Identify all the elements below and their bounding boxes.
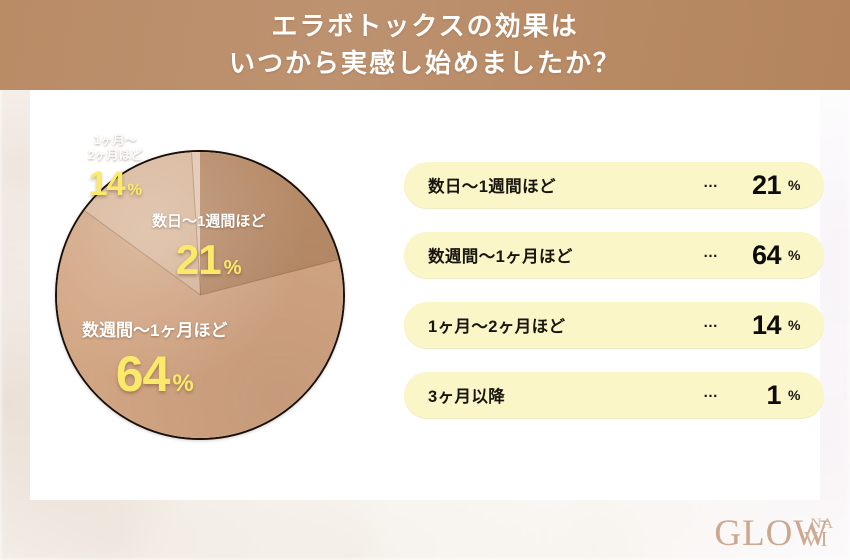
legend-separator: …: [703, 174, 719, 191]
legend-separator: …: [703, 314, 719, 331]
pie-label-caption: 数日〜1週間ほど: [152, 213, 266, 230]
pie-label-unit: %: [127, 181, 143, 199]
legend-unit: %: [788, 387, 801, 403]
legend-label: 数日〜1週間ほど: [428, 178, 556, 196]
pie-label-unit: %: [172, 370, 194, 398]
pie-label-several-weeks-to-1-month: 数週間〜1ヶ月ほど 64%: [82, 320, 227, 406]
header-title-line-2: いつから実感し始めましたか？: [228, 47, 621, 78]
logo-wordmark: GLOW: [714, 513, 830, 554]
legend-separator: …: [703, 384, 719, 401]
legend-label: 3ヶ月以降: [428, 388, 506, 406]
pie-label-value: 64%: [115, 346, 194, 403]
legend-unit: %: [788, 177, 801, 193]
pie-label-several-days-to-1-week: 数日〜1週間ほど 21%: [152, 213, 265, 286]
legend-value: 1: [766, 379, 781, 410]
pie-label-value: 21%: [175, 235, 242, 283]
legend-unit: %: [788, 317, 801, 333]
pie-label-caption-line-1: 1ヶ月〜: [94, 133, 137, 147]
legend-row[interactable]: 1ヶ月〜2ヶ月ほど … 14 %: [404, 302, 824, 348]
legend-value: 64: [751, 239, 782, 270]
legend-label: 数週間〜1ヶ月ほど: [428, 248, 573, 266]
legend-row[interactable]: 数週間〜1ヶ月ほど … 64 %: [404, 232, 824, 278]
header-banner: エラボトックスの効果は いつから実感し始めましたか？: [0, 0, 850, 90]
legend-row[interactable]: 数日〜1週間ほど … 21 %: [404, 162, 824, 208]
pie-label-value: 14%: [88, 165, 143, 203]
logo-monogram: NA VI: [803, 517, 834, 550]
legend-unit: %: [788, 247, 801, 263]
legend-separator: …: [703, 244, 719, 261]
brand-logo: GLOW NA VI: [714, 500, 834, 552]
pie-label-unit: %: [223, 256, 242, 279]
pie-label-1-to-2-months: 1ヶ月〜 2ヶ月ほど 14%: [88, 133, 143, 206]
pie-chart-container: 数日〜1週間ほど 21% 数週間〜1ヶ月ほど 64% 1ヶ月〜 2ヶ月ほど 14…: [10, 105, 390, 505]
legend-row[interactable]: 3ヶ月以降 … 1 %: [404, 372, 824, 418]
header-title-line-1: エラボトックスの効果は: [271, 10, 579, 41]
pie-label-caption-line-2: 2ヶ月ほど: [88, 148, 143, 162]
pie-label-caption: 数週間〜1ヶ月ほど: [82, 321, 228, 340]
legend-value: 21: [751, 169, 782, 200]
legend-label: 1ヶ月〜2ヶ月ほど: [428, 318, 566, 336]
logo-monogram-top: NA: [810, 516, 834, 532]
legend-value: 14: [751, 309, 782, 340]
logo-monogram-bottom: VI: [803, 527, 830, 551]
pie-slice-3-months-or-later[interactable]: [57, 152, 343, 438]
main-content: 数日〜1週間ほど 21% 数週間〜1ヶ月ほど 64% 1ヶ月〜 2ヶ月ほど 14…: [0, 90, 850, 560]
legend-list: 数日〜1週間ほど … 21 % 数週間〜1ヶ月ほど … 64 % 1ヶ月〜2ヶ月…: [404, 162, 824, 418]
